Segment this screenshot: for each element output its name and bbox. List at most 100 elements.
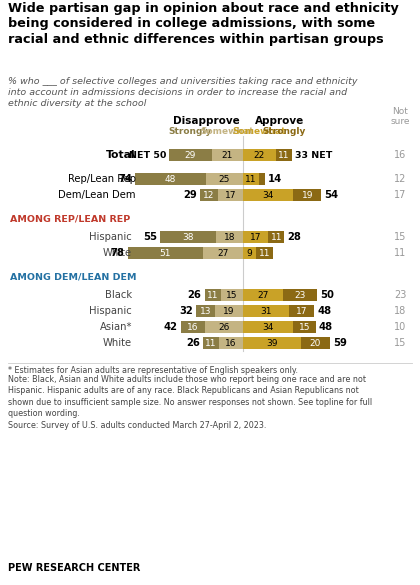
Text: 16: 16 bbox=[226, 339, 237, 347]
Text: NET 50: NET 50 bbox=[129, 150, 166, 160]
Text: 26: 26 bbox=[188, 290, 202, 300]
Text: 29: 29 bbox=[184, 190, 197, 200]
Text: 14: 14 bbox=[268, 174, 282, 184]
Text: 27: 27 bbox=[217, 249, 229, 257]
Bar bbox=[196, 305, 215, 317]
Text: 16: 16 bbox=[187, 322, 198, 332]
Text: Disapprove: Disapprove bbox=[173, 116, 239, 126]
Text: 48: 48 bbox=[318, 322, 333, 332]
Text: 31: 31 bbox=[260, 307, 272, 315]
Text: 27: 27 bbox=[257, 291, 269, 300]
Text: 48: 48 bbox=[165, 174, 176, 184]
Text: Somewhat: Somewhat bbox=[201, 127, 254, 136]
Text: 23: 23 bbox=[294, 291, 306, 300]
Text: 17: 17 bbox=[225, 191, 236, 199]
Text: 16: 16 bbox=[394, 150, 406, 160]
Text: 26: 26 bbox=[218, 322, 229, 332]
Text: 34: 34 bbox=[262, 322, 274, 332]
Text: Strongly: Strongly bbox=[169, 127, 212, 136]
Bar bbox=[243, 149, 276, 161]
Text: 48: 48 bbox=[317, 306, 331, 316]
Bar bbox=[219, 337, 243, 349]
Text: Not
sure: Not sure bbox=[390, 106, 410, 126]
Text: 39: 39 bbox=[266, 339, 278, 347]
Text: 74: 74 bbox=[118, 174, 132, 184]
Bar bbox=[256, 247, 273, 259]
Text: 11: 11 bbox=[259, 249, 270, 257]
Text: 12: 12 bbox=[394, 174, 406, 184]
Text: 38: 38 bbox=[183, 232, 194, 242]
Text: AMONG REP/LEAN REP: AMONG REP/LEAN REP bbox=[10, 215, 130, 223]
Bar bbox=[243, 189, 293, 201]
Text: 19: 19 bbox=[223, 307, 235, 315]
Text: Wide partisan gap in opinion about race and ethnicity
being considered in colleg: Wide partisan gap in opinion about race … bbox=[8, 2, 399, 46]
Text: 15: 15 bbox=[394, 232, 406, 242]
Bar bbox=[243, 289, 283, 301]
Bar bbox=[259, 173, 265, 185]
Bar bbox=[301, 337, 330, 349]
Bar bbox=[200, 189, 218, 201]
Text: 15: 15 bbox=[394, 338, 406, 348]
Text: 11: 11 bbox=[207, 291, 218, 300]
Bar bbox=[243, 231, 268, 243]
Text: 11: 11 bbox=[394, 248, 406, 258]
Bar bbox=[293, 321, 315, 333]
Text: 23: 23 bbox=[394, 290, 406, 300]
Bar bbox=[203, 247, 243, 259]
Text: 11: 11 bbox=[205, 339, 217, 347]
Bar bbox=[205, 321, 243, 333]
Text: 11: 11 bbox=[278, 150, 289, 160]
Bar bbox=[293, 189, 321, 201]
Bar bbox=[135, 173, 206, 185]
Bar bbox=[216, 231, 243, 243]
Text: Asian*: Asian* bbox=[100, 322, 132, 332]
Text: 15: 15 bbox=[299, 322, 310, 332]
Bar bbox=[212, 149, 243, 161]
Text: 17: 17 bbox=[250, 232, 261, 242]
Text: Hispanic: Hispanic bbox=[89, 306, 132, 316]
Text: 54: 54 bbox=[324, 190, 339, 200]
Text: 78: 78 bbox=[111, 248, 125, 258]
Bar bbox=[243, 305, 289, 317]
Bar bbox=[221, 289, 243, 301]
Text: 34: 34 bbox=[262, 191, 274, 199]
Text: 18: 18 bbox=[224, 232, 236, 242]
Bar bbox=[283, 289, 317, 301]
Text: 33 NET: 33 NET bbox=[295, 150, 332, 160]
Bar bbox=[243, 247, 256, 259]
Text: White: White bbox=[103, 248, 132, 258]
Bar bbox=[205, 289, 221, 301]
Text: 11: 11 bbox=[270, 232, 282, 242]
Text: 29: 29 bbox=[185, 150, 196, 160]
Text: PEW RESEARCH CENTER: PEW RESEARCH CENTER bbox=[8, 563, 140, 573]
Text: 42: 42 bbox=[164, 322, 178, 332]
Text: 50: 50 bbox=[320, 290, 334, 300]
Text: Dem/Lean Dem: Dem/Lean Dem bbox=[58, 190, 136, 200]
Text: Total: Total bbox=[106, 150, 136, 160]
Text: Rep/Lean Rep: Rep/Lean Rep bbox=[68, 174, 136, 184]
Bar bbox=[169, 149, 212, 161]
Bar bbox=[243, 337, 301, 349]
Text: 17: 17 bbox=[296, 307, 307, 315]
Text: 59: 59 bbox=[333, 338, 347, 348]
Text: 32: 32 bbox=[179, 306, 193, 316]
Bar bbox=[289, 305, 314, 317]
Text: Note: Black, Asian and White adults include those who report being one race and : Note: Black, Asian and White adults incl… bbox=[8, 375, 372, 430]
Text: Strongly: Strongly bbox=[262, 127, 305, 136]
Bar bbox=[218, 189, 243, 201]
Text: 13: 13 bbox=[200, 307, 211, 315]
Text: 55: 55 bbox=[143, 232, 157, 242]
Text: 12: 12 bbox=[203, 191, 215, 199]
Text: 9: 9 bbox=[247, 249, 252, 257]
Text: 26: 26 bbox=[186, 338, 200, 348]
Bar bbox=[128, 247, 203, 259]
Bar bbox=[268, 231, 284, 243]
Text: 21: 21 bbox=[222, 150, 233, 160]
Text: 22: 22 bbox=[254, 150, 265, 160]
Text: % who ___ of selective colleges and universities taking race and ethnicity
into : % who ___ of selective colleges and univ… bbox=[8, 77, 357, 108]
Bar bbox=[243, 173, 259, 185]
Bar bbox=[215, 305, 243, 317]
Text: 25: 25 bbox=[219, 174, 230, 184]
Bar bbox=[206, 173, 243, 185]
Text: * Estimates for Asian adults are representative of English speakers only.: * Estimates for Asian adults are represe… bbox=[8, 366, 298, 375]
